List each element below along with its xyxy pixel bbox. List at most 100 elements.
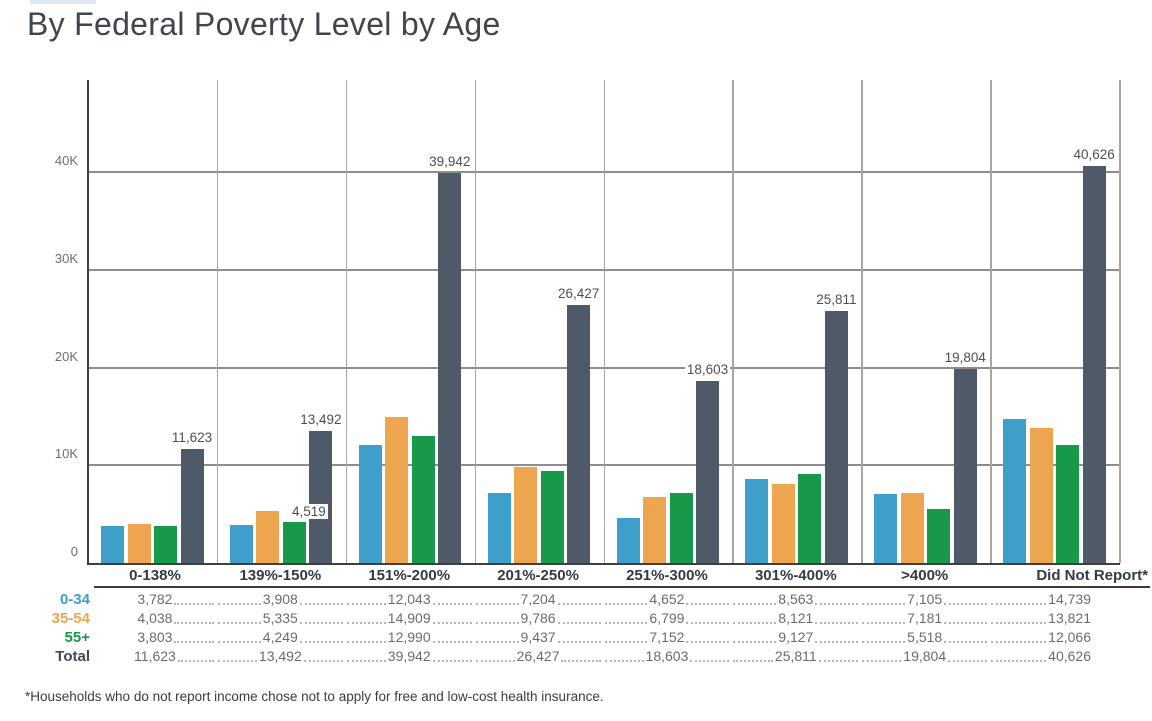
bar-0-34[interactable] [616,517,640,563]
footnote: *Households who do not report income cho… [25,689,604,704]
bar-0-34[interactable] [1003,418,1027,563]
table-corner-cell [30,566,94,588]
bar-0-34[interactable] [229,524,253,563]
cell-value: 12,990 [387,629,431,645]
cell-value: 7,204 [520,591,556,607]
bar-55[interactable] [1056,445,1080,563]
gridline-vertical [861,80,863,563]
bar-total[interactable] [180,449,204,563]
bar-0-34[interactable] [874,493,898,563]
cell-value: 14,909 [387,610,431,626]
bar-35-54[interactable] [1029,427,1053,563]
cell-value: 11,623 [134,648,176,664]
bar-value-label: 13,492 [261,412,381,428]
bar-0-34[interactable] [358,445,382,563]
bar-value-label-text: 26,427 [555,285,602,301]
table-cell: 18,603 [603,647,732,666]
dot-leader [690,660,730,662]
bar-value-label-text: 40,626 [1071,146,1117,162]
dot-leader [475,603,519,605]
cell-value: 7,152 [649,629,685,645]
bar-value-label: 11,623 [132,430,252,446]
bar-55[interactable] [669,493,693,563]
gridline-vertical [990,80,992,563]
table-cell: 13,492 [216,647,345,666]
bar-35-54[interactable] [900,492,924,563]
dot-leader [815,603,859,605]
y-axis-tick-label: 10K [54,446,78,462]
bar-total[interactable] [696,381,719,563]
bar-35-54[interactable] [385,417,409,563]
table-cell: 26,427 [474,647,603,666]
bar-0-34[interactable] [745,479,769,563]
bar-55[interactable] [540,470,564,563]
table-header-cell: 151%-200% [344,566,474,588]
bar-value-label: 18,603 [648,362,768,378]
dot-leader [604,622,648,624]
dot-leader [944,622,988,624]
table-cell: 5,335 [216,609,345,628]
bar-0-34[interactable] [101,526,124,563]
dot-leader [862,660,902,662]
gridline-vertical [216,80,219,563]
bar-total[interactable] [1082,165,1106,563]
bar-total[interactable] [438,172,462,563]
dot-leader [475,660,515,662]
dot-leader [686,641,730,643]
bar-55[interactable] [798,473,822,563]
dot-leader [432,622,472,624]
table-cell: 7,105 [860,590,989,609]
bar-55[interactable] [411,436,435,563]
table-cell: 39,942 [345,647,474,666]
gridline-vertical [603,80,605,563]
dot-leader [991,603,1047,605]
gridline-vertical [732,80,734,563]
bar-35-54[interactable] [514,467,538,563]
bar-0-34[interactable] [487,492,511,563]
table-header-cell: Did Not Report* [989,566,1150,588]
table-header-cell: 139%-150% [215,566,345,588]
table-cell: 9,437 [474,628,603,647]
bar-value-label-text: 4,519 [289,503,328,519]
dot-leader [174,622,214,624]
y-axis-tick-label: 0 [70,544,78,559]
bar-35-54[interactable] [127,523,151,563]
bar-55[interactable] [154,525,177,563]
dot-leader [557,641,601,643]
bar-total[interactable] [309,431,333,563]
bar-55[interactable] [927,509,951,563]
table-cell: 6,799 [603,609,732,628]
dot-leader [815,622,859,624]
dot-leader [944,603,988,605]
bar-total[interactable] [567,304,591,563]
bar-35-54[interactable] [643,496,666,563]
dot-leader [346,622,386,624]
dot-leader [604,603,648,605]
bar-total[interactable] [824,310,848,563]
table-cell: 8,563 [731,590,860,609]
bar-35-54[interactable] [256,510,280,563]
bar-value-label-extra: 4,519 [249,503,369,520]
table-cell: 7,204 [474,590,603,609]
table-cell: 4,249 [216,628,345,647]
cell-value: 6,799 [649,610,685,626]
dot-leader [944,641,988,643]
cell-value: 13,492 [258,648,302,664]
bar-35-54[interactable] [771,483,795,563]
dot-leader [346,603,386,605]
bar-value-label-text: 13,492 [298,412,344,428]
row-label-55: 55+ [64,629,90,646]
dot-leader [217,622,261,624]
bar-total[interactable] [953,369,977,563]
cell-value: 8,121 [778,610,814,626]
table-cell: 9,127 [731,628,860,647]
y-axis-tick-label: 20K [54,348,78,364]
y-axis-tick-label: 40K [54,153,78,168]
cell-value: 12,066 [1048,629,1091,645]
page-title: By Federal Poverty Level by Age [27,6,501,42]
dot-leader [733,622,777,624]
table-cell: 40,626 [989,647,1150,666]
dot-leader [991,641,1047,643]
dot-leader [177,660,214,662]
bar-55[interactable] [282,521,306,563]
